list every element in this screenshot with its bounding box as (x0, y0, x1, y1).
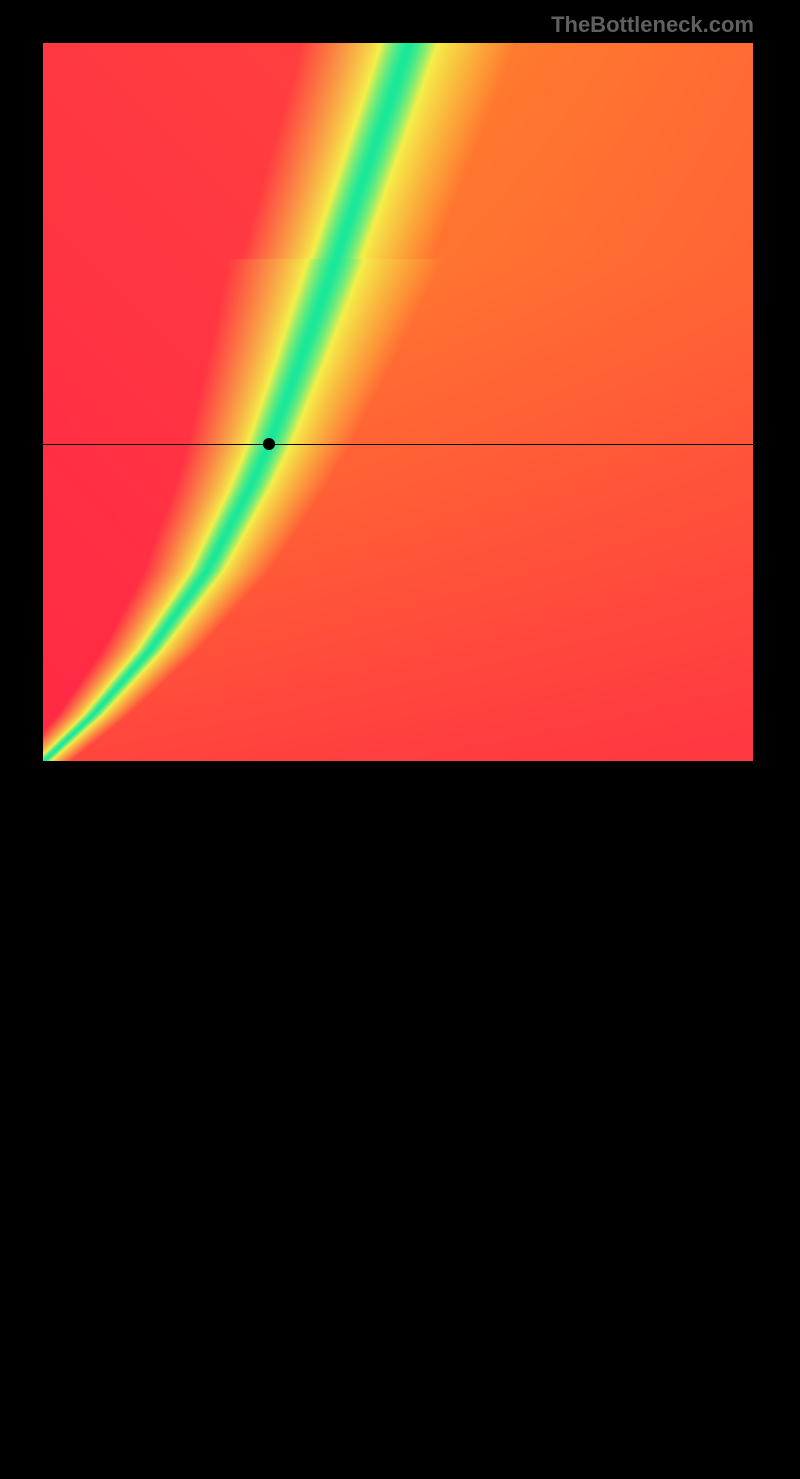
crosshair-point (263, 438, 275, 450)
heatmap-plot (43, 43, 753, 761)
watermark-text: TheBottleneck.com (551, 12, 754, 38)
heatmap-canvas (43, 43, 753, 761)
crosshair-vertical (269, 761, 270, 1479)
crosshair-horizontal (43, 444, 753, 445)
